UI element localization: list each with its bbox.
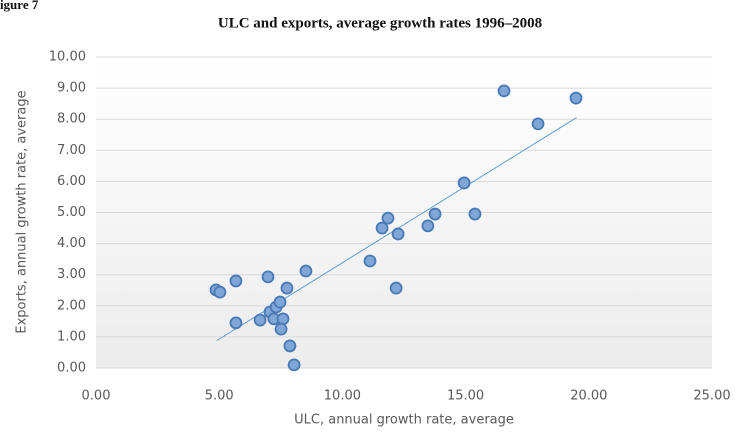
x-tick-label: 5.00 bbox=[205, 389, 234, 404]
x-tick-label: 20.00 bbox=[570, 389, 607, 404]
x-tick-label: 25.00 bbox=[693, 389, 730, 404]
point bbox=[280, 281, 294, 295]
point bbox=[381, 211, 395, 225]
x-tick-label: 10.00 bbox=[324, 389, 361, 404]
point bbox=[569, 91, 583, 105]
y-tick-label: 0.00 bbox=[57, 361, 86, 376]
point bbox=[391, 227, 405, 241]
point bbox=[229, 316, 243, 330]
y-tick-label: 5.00 bbox=[57, 205, 86, 220]
point bbox=[389, 281, 403, 295]
point bbox=[363, 254, 377, 268]
point bbox=[261, 270, 275, 284]
point bbox=[253, 313, 267, 327]
y-tick-label: 2.00 bbox=[57, 298, 86, 313]
x-tick-label: 15.00 bbox=[447, 389, 484, 404]
x-axis-label: ULC, annual growth rate, average bbox=[294, 413, 514, 428]
x-tick-label: 0.00 bbox=[82, 389, 111, 404]
point bbox=[428, 207, 442, 221]
point bbox=[229, 274, 243, 288]
y-tick-label: 7.00 bbox=[57, 143, 86, 158]
y-tick-label: 6.00 bbox=[57, 174, 86, 189]
y-tick-label: 9.00 bbox=[57, 81, 86, 96]
y-tick-label: 4.00 bbox=[57, 236, 86, 251]
y-axis-label: Exports, annual growth rate, average bbox=[15, 90, 30, 333]
y-tick-label: 8.00 bbox=[57, 112, 86, 127]
point bbox=[375, 221, 389, 235]
y-tick-label: 1.00 bbox=[57, 329, 86, 344]
point bbox=[457, 176, 471, 190]
point bbox=[283, 339, 297, 353]
point bbox=[421, 219, 435, 233]
chart-title: ULC and exports, average growth rates 19… bbox=[218, 15, 542, 31]
point bbox=[497, 84, 511, 98]
point bbox=[531, 117, 545, 131]
point bbox=[299, 264, 313, 278]
figure-label: Figure 7 bbox=[0, 0, 39, 12]
y-tick-label: 3.00 bbox=[57, 267, 86, 282]
point bbox=[274, 322, 288, 336]
point bbox=[213, 285, 227, 299]
point bbox=[287, 358, 301, 372]
point bbox=[468, 207, 482, 221]
point bbox=[273, 295, 287, 309]
y-tick-label: 10.00 bbox=[49, 50, 86, 65]
point bbox=[276, 312, 290, 326]
